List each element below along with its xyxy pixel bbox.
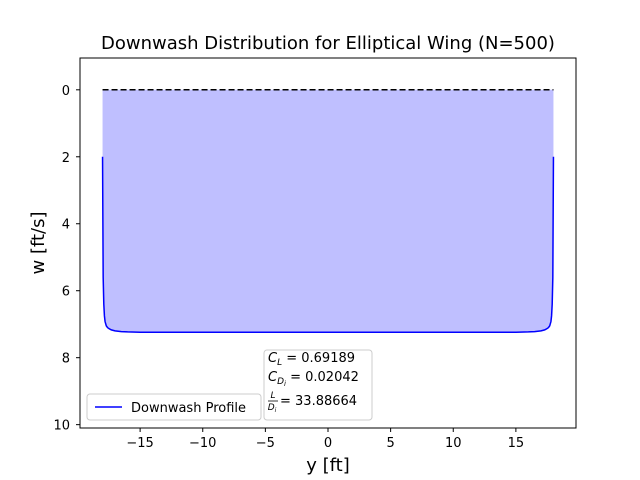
axes-frame <box>79 57 577 429</box>
x-axis-label: y [ft] <box>306 455 350 476</box>
x-tick-label: 0 <box>324 436 332 451</box>
y-axis-label: w [ft/s] <box>28 211 49 274</box>
stats-annotation: CL = 0.69189 CDi = 0.02042 L Di = 33.886… <box>263 349 373 421</box>
plot-area <box>101 89 555 333</box>
annotation-cdi: CDi = 0.02042 <box>268 370 359 388</box>
y-tick-label: 6 <box>62 285 70 300</box>
downwash-profile-line <box>101 156 555 333</box>
y-tick-label: 0 <box>62 84 70 99</box>
x-tick-label: −5 <box>256 436 275 451</box>
x-tick-label: −10 <box>189 436 216 451</box>
legend-box <box>86 393 262 421</box>
ld-denominator: Di <box>268 403 277 414</box>
x-tick-label: −15 <box>126 436 153 451</box>
ld-numerator: L <box>270 391 275 401</box>
downwash-fill-area <box>102 89 554 333</box>
chart-title: Downwash Distribution for Elliptical Win… <box>101 33 555 54</box>
x-tick-label: 15 <box>508 436 525 451</box>
x-tick-label: 10 <box>445 436 462 451</box>
x-tick-label: 5 <box>386 436 394 451</box>
y-tick-label: 10 <box>53 419 70 434</box>
y-axis-ticks: 0 2 4 6 8 10 <box>53 84 80 434</box>
y-tick-label: 4 <box>62 218 70 233</box>
annotation-cl: CL = 0.69189 <box>268 351 355 368</box>
legend-label: Downwash Profile <box>131 401 246 416</box>
y-tick-label: 8 <box>62 352 70 367</box>
x-axis-ticks: −15 −10 −5 0 5 10 15 <box>126 428 524 451</box>
y-tick-label: 2 <box>62 151 70 166</box>
legend: Downwash Profile <box>86 393 262 421</box>
ld-value: = 33.88664 <box>280 394 357 409</box>
annotation-ld: L Di = 33.88664 <box>268 391 357 414</box>
stats-box <box>263 349 373 421</box>
